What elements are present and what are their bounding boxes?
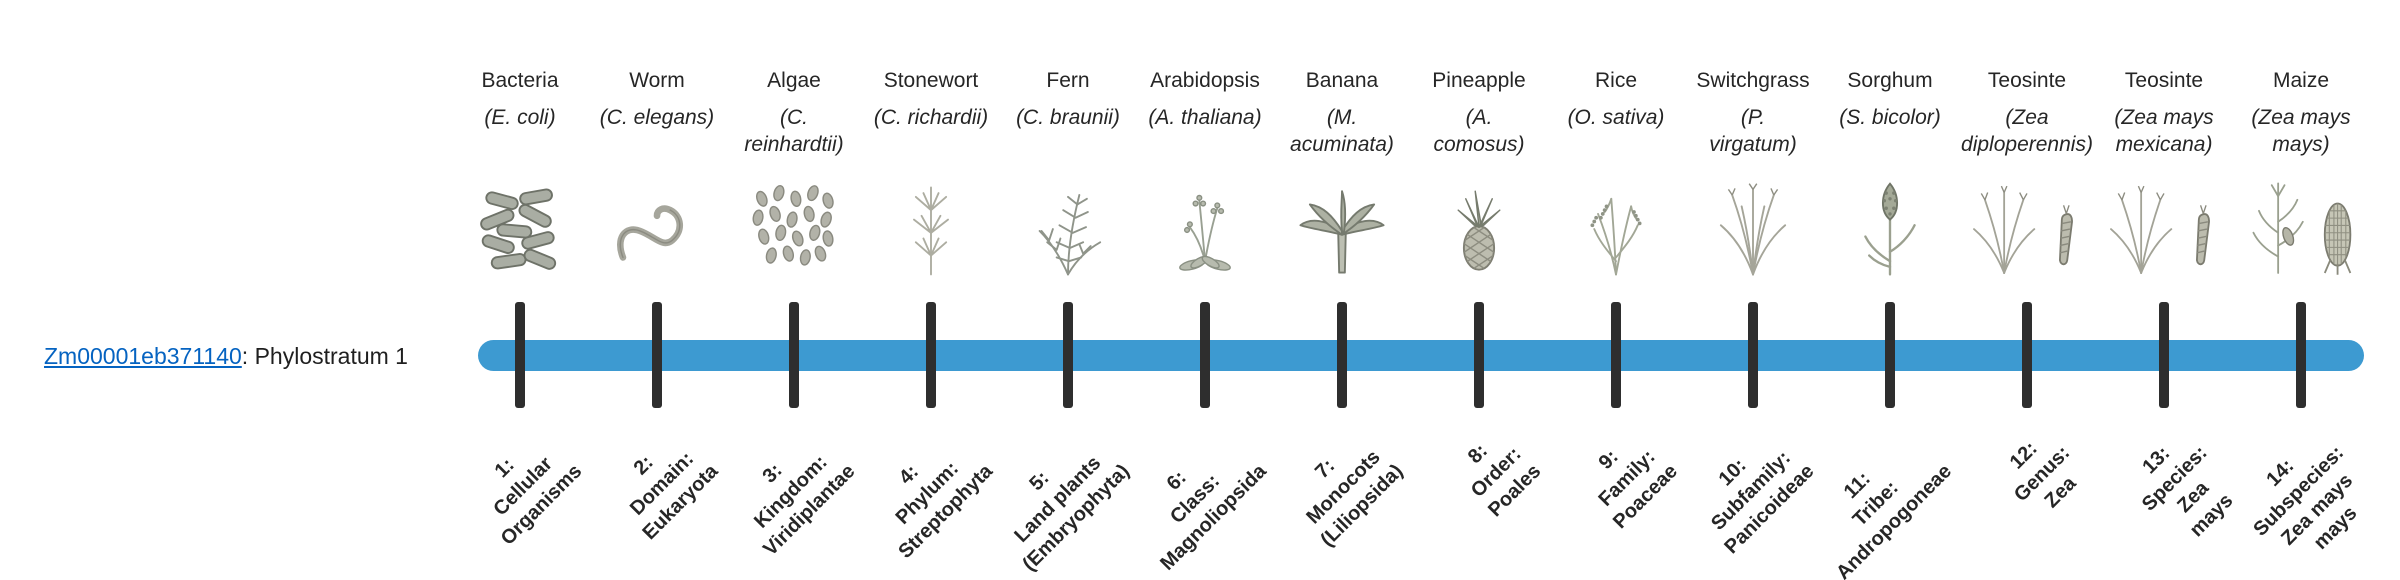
organism-scientific-name: (Zea mays mays) xyxy=(2251,106,2351,156)
phylostratum-label: 8: Order: Poales xyxy=(1463,439,1545,522)
organism-scientific-name: (M. acuminata) xyxy=(1290,106,1394,156)
organism-column-maize: Maize (Zea mays mays) xyxy=(2221,0,2381,580)
timeline-tick xyxy=(1885,302,1895,408)
phylostratum-label: 5: Land plants (Embryophyta) xyxy=(1010,452,1134,576)
organism-name: Switchgrass xyxy=(1696,69,1810,92)
organism-name: Teosinte xyxy=(1987,69,2067,92)
organism-name: Maize xyxy=(2272,69,2330,92)
organism-column-banana: Banana (M. acuminata) 7: Monocots (Lilio… xyxy=(1262,0,1422,580)
phylostratum-label: 4: Phylum: Streptophyta xyxy=(891,457,997,563)
organism-name: Rice xyxy=(1594,69,1637,92)
organism-scientific-name: (S. bicolor) xyxy=(1839,106,1941,129)
organism-name: Algae xyxy=(767,69,821,92)
phylostratum-label: 2: Domain: Eukaryota xyxy=(626,447,723,545)
organism-column-teosinte-mexicana: Teosinte (Zea mays mexicana) 13: Species… xyxy=(2084,0,2244,580)
fern-icon xyxy=(988,166,1148,282)
teosinte-icon xyxy=(2084,166,2244,282)
teosinte-icon xyxy=(1947,166,2107,282)
organism-scientific-name: (C. richardii) xyxy=(873,106,989,129)
timeline-tick xyxy=(2159,302,2169,408)
phylostratum-label: 3: Kingdom: Viridiplantae xyxy=(750,451,860,561)
sorghum-icon xyxy=(1810,166,1970,282)
organism-name: Worm xyxy=(629,69,685,92)
organism-name: Arabidopsis xyxy=(1150,69,1260,92)
organism-scientific-name: (C. reinhardtii) xyxy=(744,106,844,156)
arabidopsis-icon xyxy=(1125,166,1285,282)
timeline-tick xyxy=(1748,302,1758,408)
organism-scientific-name: (P. virgatum) xyxy=(1709,106,1797,156)
worm-icon xyxy=(577,166,737,282)
algae-icon xyxy=(714,166,874,282)
organism-column-pineapple: Pineapple (A. comosus) 8: Order: Poales xyxy=(1399,0,1559,580)
phylostratum-label: 7: Monocots (Liliopsida) xyxy=(1302,446,1408,552)
timeline-tick xyxy=(926,302,936,408)
organism-name: Sorghum xyxy=(1847,69,1933,92)
organism-scientific-name: (Zea diploperennis) xyxy=(1961,106,2093,156)
phylostratum-label: 14: Subspecies: Zea mays mays xyxy=(2249,441,2362,554)
organism-column-switchgrass: Switchgrass (P. virgatum) 10: Subfamily xyxy=(1673,0,1833,580)
phylostratum-label: 9: Family: Poaceae xyxy=(1594,445,1682,534)
organism-name: Banana xyxy=(1305,69,1379,92)
organism-name: Fern xyxy=(1046,69,1090,92)
timeline-tick xyxy=(652,302,662,408)
organism-scientific-name: (E. coli) xyxy=(484,106,556,129)
organism-name: Stonewort xyxy=(883,69,979,92)
bacteria-icon xyxy=(440,166,600,282)
organism-column-arabidopsis: Arabidopsis (A. thaliana) xyxy=(1125,0,1285,580)
phylostratum-label: 10: Subfamily: Panicoideae xyxy=(1707,446,1819,559)
timeline-tick xyxy=(789,302,799,408)
organism-scientific-name: (C. braunii) xyxy=(1016,106,1120,129)
organism-scientific-name: (O. sativa) xyxy=(1567,106,1665,129)
organism-column-worm: Worm (C. elegans) 2: Domain: Eukaryota xyxy=(577,0,737,580)
maize-icon xyxy=(2221,166,2381,282)
timeline-tick xyxy=(1611,302,1621,408)
gene-label: Zm00001eb371140: Phylostratum 1 xyxy=(44,343,408,370)
organism-column-stonewort: Stonewort (C. richardii) 4: Phylum: Stre… xyxy=(851,0,1011,580)
organism-column-sorghum: Sorghum (S. bicolor) 11: Tribe: Andropog… xyxy=(1810,0,1970,580)
timeline-tick xyxy=(1474,302,1484,408)
switchgrass-icon xyxy=(1673,166,1833,282)
organism-column-fern: Fern (C. braunii) 5: Land plants (Embryo… xyxy=(988,0,1148,580)
banana-icon xyxy=(1262,166,1422,282)
phylostratum-label: 6: Class: Magnoliopsida xyxy=(1156,460,1271,575)
organism-scientific-name: (C. elegans) xyxy=(599,106,715,129)
organism-column-bacteria: Bacteria (E. coli) 1: Cellular Organisms xyxy=(440,0,600,580)
timeline-tick xyxy=(2022,302,2032,408)
phylostratum-label: 12: Genus: Zea xyxy=(2005,437,2081,513)
gene-label-suffix: : Phylostratum 1 xyxy=(241,343,408,369)
timeline-tick xyxy=(515,302,525,408)
stonewort-icon xyxy=(851,166,1011,282)
timeline-tick xyxy=(1200,302,1210,408)
organism-scientific-name: (A. thaliana) xyxy=(1148,106,1262,129)
organism-name: Teosinte xyxy=(2124,69,2204,92)
organism-name: Bacteria xyxy=(481,69,559,92)
timeline-tick xyxy=(1337,302,1347,408)
gene-link[interactable]: Zm00001eb371140 xyxy=(44,343,242,369)
organism-column-algae: Algae (C. reinhardtii) xyxy=(714,0,874,580)
organism-column-rice: Rice (O. sativa) xyxy=(1536,0,1696,580)
organism-column-teosinte-diploperennis: Teosinte (Zea diploperennis) 12: Genus: … xyxy=(1947,0,2107,580)
organism-name: Pineapple xyxy=(1432,69,1526,92)
timeline-tick xyxy=(1063,302,1073,408)
rice-icon xyxy=(1536,166,1696,282)
pineapple-icon xyxy=(1399,166,1559,282)
phylostratum-label: 1: Cellular Organisms xyxy=(488,452,586,550)
phylostratum-label: 11: Tribe: Andropogoneae xyxy=(1831,460,1956,580)
organism-scientific-name: (A. comosus) xyxy=(1433,106,1525,156)
organism-scientific-name: (Zea mays mexicana) xyxy=(2114,106,2214,156)
timeline-tick xyxy=(2296,302,2306,408)
